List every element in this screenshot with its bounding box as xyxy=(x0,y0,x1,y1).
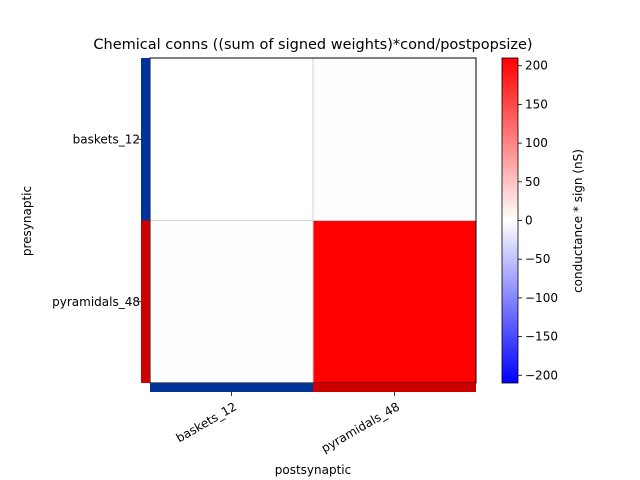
postsynaptic-population-bar-baskets_12 xyxy=(150,383,313,392)
colorbar-tick-label: −50 xyxy=(525,252,550,266)
colorbar-tick-label: 150 xyxy=(525,97,548,111)
colorbar-tick-label: 200 xyxy=(525,59,548,73)
y-tick-label: pyramidals_48 xyxy=(52,295,140,309)
y-tick-label: baskets_12 xyxy=(73,132,140,146)
chart-title: Chemical conns ((sum of signed weights)*… xyxy=(93,37,532,53)
colorbar-tick-label: 50 xyxy=(525,175,540,189)
x-tick-label: baskets_12 xyxy=(174,399,239,445)
colorbar-tick-label: 100 xyxy=(525,136,548,150)
heatmap-cell-baskets_12-to-pyramidals_48 xyxy=(313,58,476,221)
postsynaptic-population-bar-pyramidals_48 xyxy=(313,383,476,392)
colorbar-tick-label: 0 xyxy=(525,214,533,228)
heatmap-cell-pyramidals_48-to-pyramidals_48 xyxy=(313,220,476,383)
presynaptic-population-bar-pyramidals_48 xyxy=(141,220,150,383)
colorbar xyxy=(501,57,519,384)
colorbar-label: conductance * sign (nS) xyxy=(571,149,585,293)
y-axis-label: presynaptic xyxy=(20,186,34,256)
colorbar-tick-label: −200 xyxy=(525,368,558,382)
presynaptic-population-bar-baskets_12 xyxy=(141,58,150,221)
heatmap-cell-pyramidals_48-to-baskets_12 xyxy=(150,220,313,383)
colorbar-tick-label: −100 xyxy=(525,291,558,305)
x-tick-label: pyramidals_48 xyxy=(319,399,402,455)
x-axis-label: postsynaptic xyxy=(275,463,351,477)
heatmap-cell-baskets_12-to-baskets_12 xyxy=(150,58,313,221)
colorbar-tick-label: −150 xyxy=(525,330,558,344)
